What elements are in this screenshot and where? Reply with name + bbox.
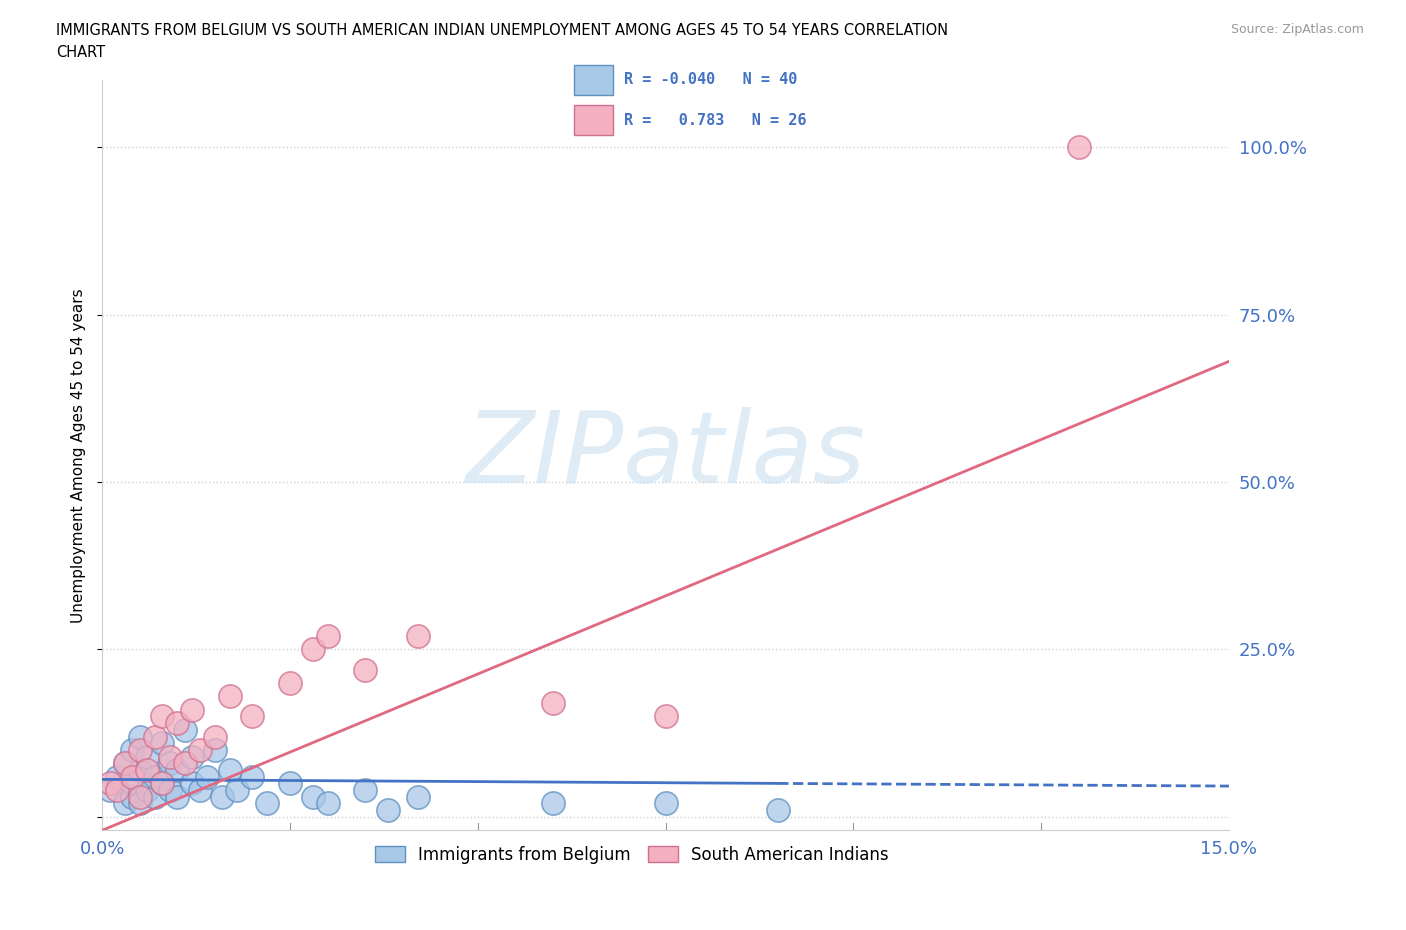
Point (354, 662, 377, 677)
Point (121, 790, 143, 804)
Point (150, 776, 173, 790)
Text: R = -0.040   N = 40: R = -0.040 N = 40 (624, 72, 797, 86)
Point (150, 709, 173, 724)
Point (173, 723, 195, 737)
Point (105, 769, 128, 784)
Point (301, 642, 323, 657)
Y-axis label: Unemployment Among Ages 45 to 54 years: Unemployment Among Ages 45 to 54 years (72, 288, 86, 622)
Point (406, 629, 429, 644)
Point (278, 776, 301, 790)
Text: R =   0.783   N = 26: R = 0.783 N = 26 (624, 113, 807, 127)
Point (136, 783, 159, 798)
Point (242, 769, 264, 784)
Point (316, 796, 339, 811)
Point (136, 750, 159, 764)
Point (143, 769, 166, 784)
Point (166, 716, 188, 731)
Point (211, 790, 233, 804)
FancyBboxPatch shape (574, 65, 613, 95)
Point (541, 696, 564, 711)
Point (114, 756, 136, 771)
Point (121, 769, 143, 784)
Text: ZIPatlas: ZIPatlas (465, 406, 866, 504)
Point (98, 783, 121, 798)
Point (188, 783, 211, 798)
Point (377, 803, 399, 817)
Legend: Immigrants from Belgium, South American Indians: Immigrants from Belgium, South American … (368, 840, 896, 870)
Point (143, 729, 166, 744)
Point (195, 769, 218, 784)
Text: CHART: CHART (56, 45, 105, 60)
Point (98, 776, 121, 790)
Text: IMMIGRANTS FROM BELGIUM VS SOUTH AMERICAN INDIAN UNEMPLOYMENT AMONG AGES 45 TO 5: IMMIGRANTS FROM BELGIUM VS SOUTH AMERICA… (56, 23, 949, 38)
Point (166, 790, 188, 804)
Point (114, 796, 136, 811)
Point (173, 756, 195, 771)
Point (256, 796, 278, 811)
Point (159, 756, 181, 771)
Point (136, 763, 159, 777)
Point (114, 756, 136, 771)
Point (181, 750, 204, 764)
Point (316, 629, 339, 644)
Point (1067, 140, 1090, 154)
Point (143, 790, 166, 804)
Point (226, 783, 249, 798)
Point (654, 796, 676, 811)
Point (242, 709, 264, 724)
Point (128, 729, 150, 744)
Point (105, 783, 128, 798)
Point (219, 689, 242, 704)
Point (121, 776, 143, 790)
Point (301, 790, 323, 804)
Point (128, 790, 150, 804)
Point (541, 796, 564, 811)
Point (181, 702, 204, 717)
Point (128, 763, 150, 777)
Point (654, 709, 676, 724)
Point (406, 790, 429, 804)
Point (150, 776, 173, 790)
Point (204, 729, 226, 744)
Point (128, 796, 150, 811)
Point (188, 742, 211, 757)
Point (128, 742, 150, 757)
Point (354, 783, 377, 798)
Point (159, 783, 181, 798)
Point (150, 736, 173, 751)
Point (121, 742, 143, 757)
Text: Source: ZipAtlas.com: Source: ZipAtlas.com (1230, 23, 1364, 36)
Point (219, 763, 242, 777)
Point (166, 763, 188, 777)
Point (204, 742, 226, 757)
Point (768, 803, 790, 817)
FancyBboxPatch shape (574, 105, 613, 136)
Point (181, 776, 204, 790)
Point (278, 675, 301, 690)
Point (159, 750, 181, 764)
